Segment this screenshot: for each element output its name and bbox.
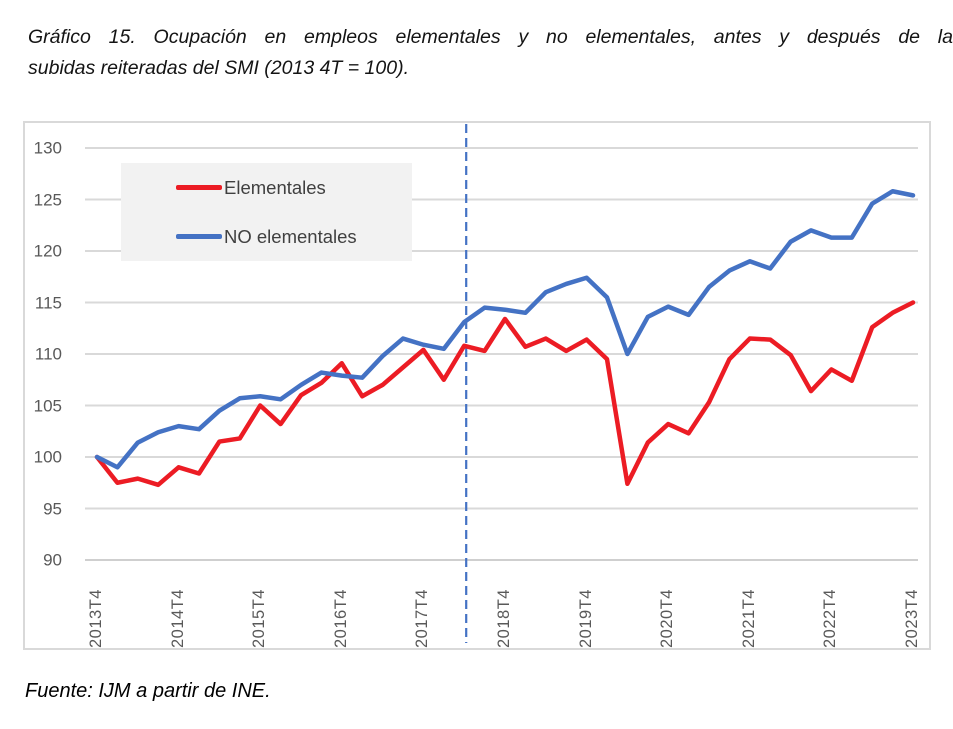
y-tick-label-95: 95 xyxy=(43,499,62,518)
chart-title-line1: Gráfico 15. Ocupación en empleos element… xyxy=(28,26,953,48)
chart-title-line2: subidas reiteradas del SMI (2013 4T = 10… xyxy=(28,57,410,79)
plot-canvas xyxy=(85,124,918,643)
y-tick-label-130: 130 xyxy=(33,138,62,158)
x-tick-label-2019T4: 2019T4 xyxy=(576,589,595,648)
x-tick-label-2018T4: 2018T4 xyxy=(495,589,513,648)
y-tick-label-110: 110 xyxy=(34,344,62,364)
x-tick-label-2020T4: 2020T4 xyxy=(658,589,677,648)
x-tick-label-2014T4: 2014T4 xyxy=(168,589,187,648)
legend-label-1: NO elementales xyxy=(224,225,357,247)
y-tick-label-120: 120 xyxy=(33,241,62,261)
legend: Elementales NO elementales xyxy=(121,163,412,261)
legend-item-0: Elementales xyxy=(121,166,412,210)
legend-label-0: Elementales xyxy=(224,176,326,198)
chart-title: Gráfico 15. Ocupación en empleos element… xyxy=(28,22,953,84)
x-tick-label-2015T4: 2015T4 xyxy=(250,589,269,648)
legend-item-1: NO elementales xyxy=(121,215,412,259)
y-tick-label-90: 90 xyxy=(43,550,62,570)
series-line-elementales xyxy=(94,300,916,488)
x-tick-label-2022T4: 2022T4 xyxy=(821,589,840,648)
x-tick-label-2017T4: 2017T4 xyxy=(413,589,432,648)
y-tick-label-100: 100 xyxy=(33,447,62,467)
y-tick-label-115: 115 xyxy=(34,293,62,312)
x-tick-label-2016T4: 2016T4 xyxy=(331,589,350,648)
series-line-no-elementales xyxy=(94,189,916,470)
source-note: Fuente: IJM a partir de INE. xyxy=(25,680,271,702)
y-tick-label-105: 105 xyxy=(33,396,62,415)
x-tick-label-2021T4: 2021T4 xyxy=(739,589,758,648)
x-tick-label-2013T4: 2013T4 xyxy=(87,589,105,648)
y-tick-label-125: 125 xyxy=(33,190,62,209)
legend-swatch-1 xyxy=(176,234,222,239)
legend-swatch-0 xyxy=(176,185,222,190)
x-tick-label-2023T4: 2023T4 xyxy=(903,589,921,648)
chart-area: 90 95 100 105 110 115 120 125 130 2013T4 2014T4 20… xyxy=(23,121,931,650)
